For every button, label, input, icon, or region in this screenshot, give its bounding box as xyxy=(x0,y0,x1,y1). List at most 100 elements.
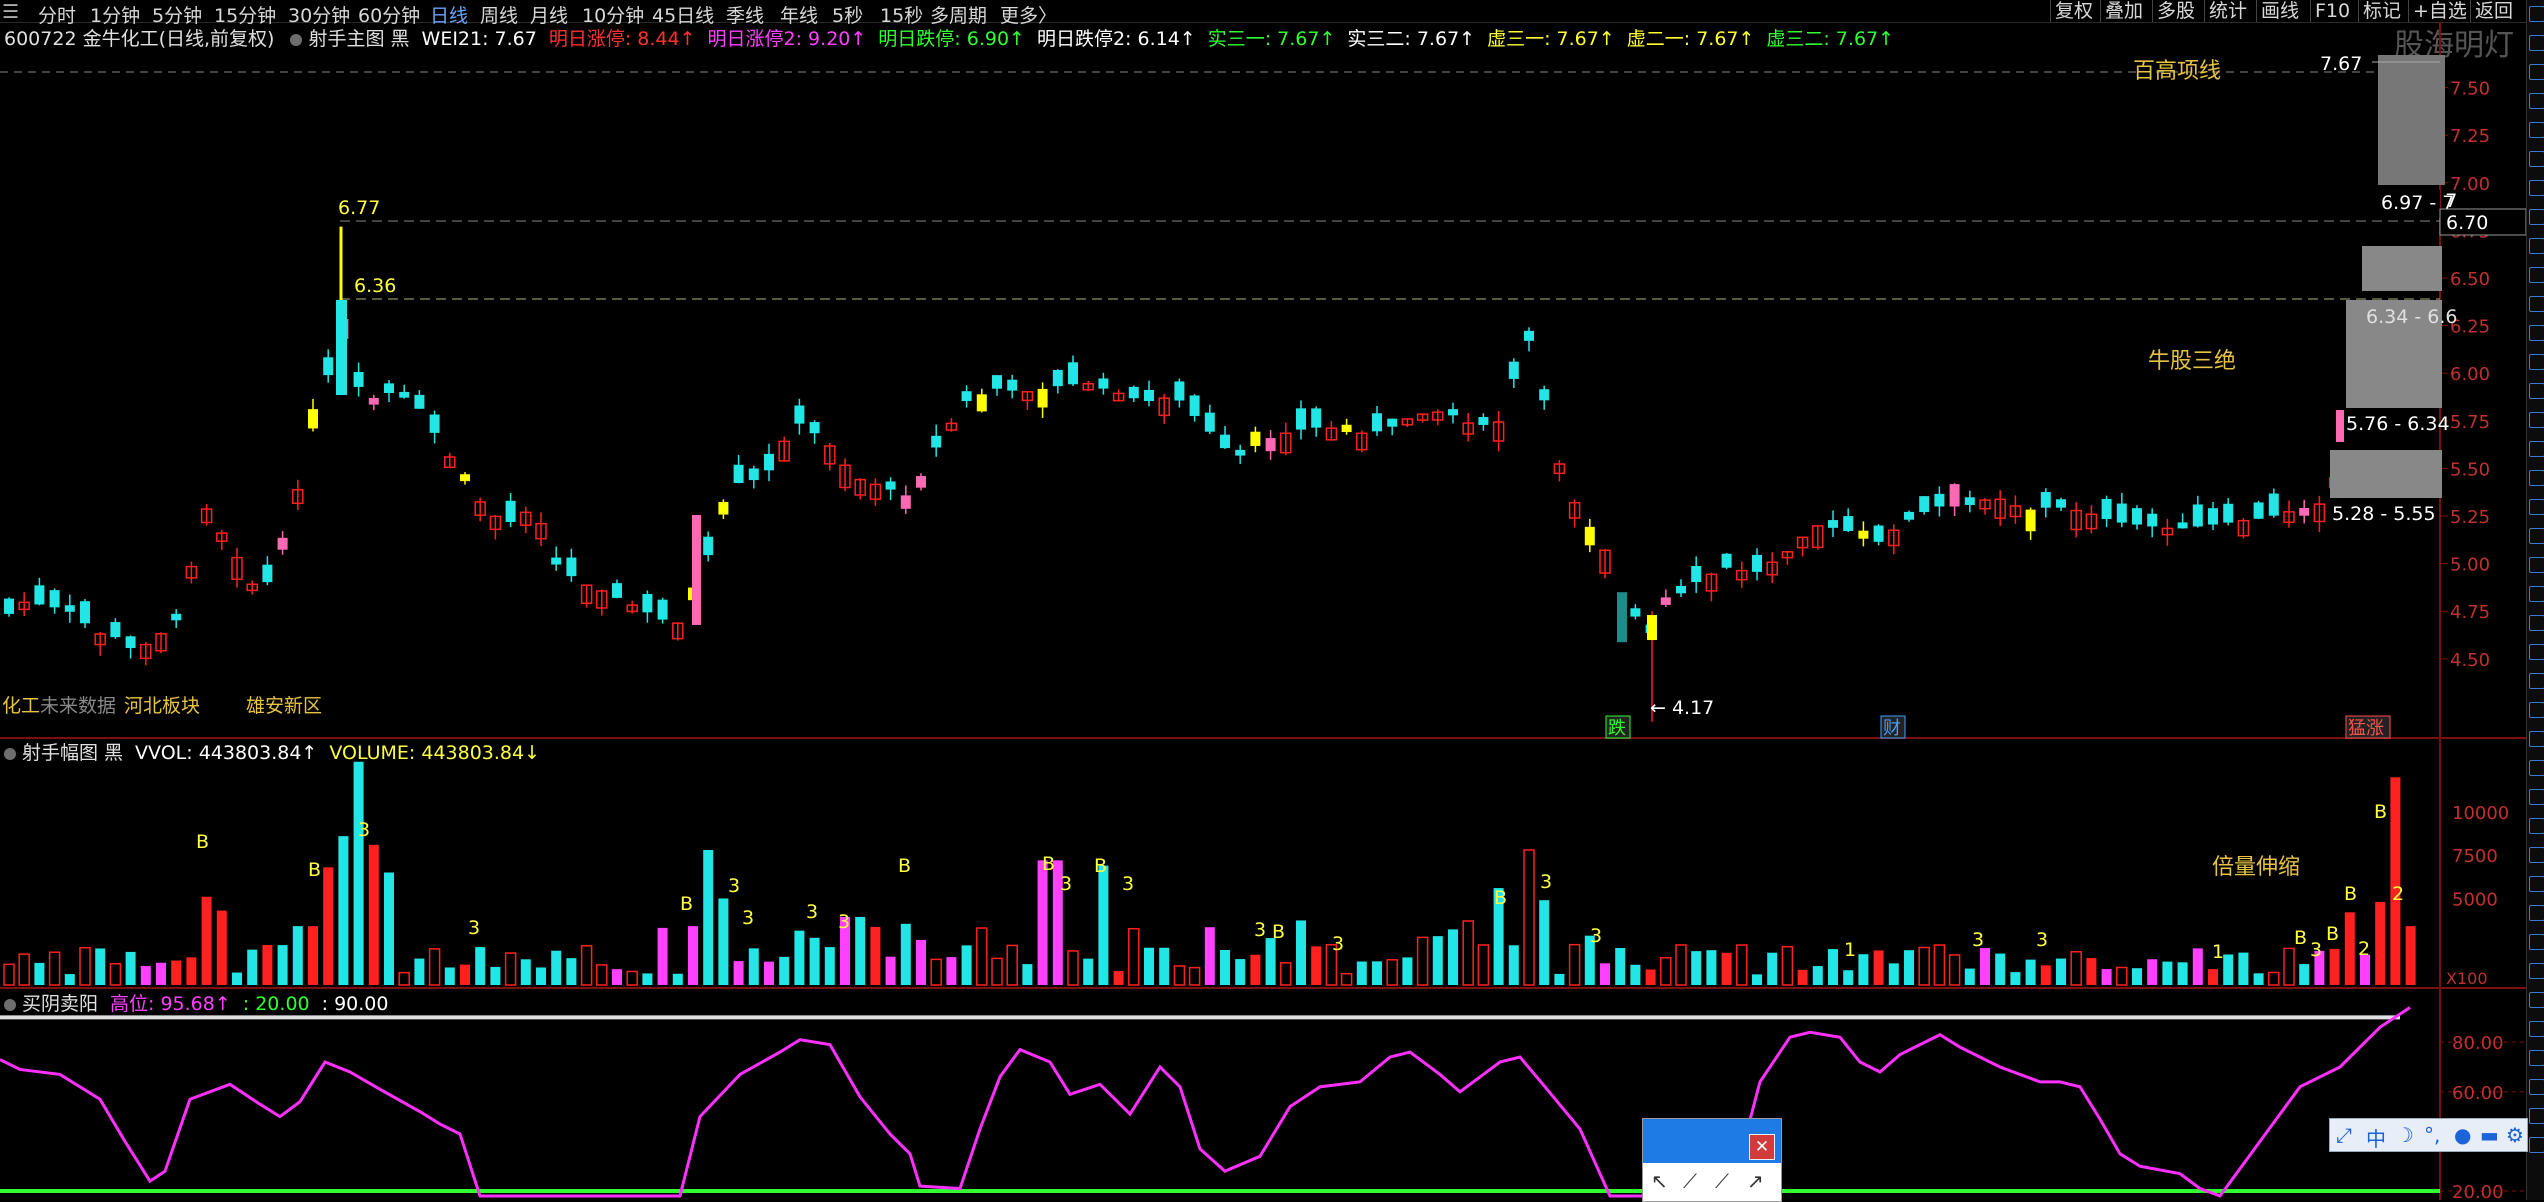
side-tool-icon[interactable] xyxy=(2529,209,2544,225)
side-tool-icon[interactable] xyxy=(2529,615,2544,631)
close-icon[interactable]: ✕ xyxy=(1749,1134,1775,1160)
period-tab[interactable]: 30分钟 xyxy=(288,5,351,27)
period-tab[interactable]: 日线 xyxy=(430,5,469,27)
candle-body xyxy=(854,478,866,496)
side-tool-icon[interactable] xyxy=(2529,818,2544,834)
period-tab[interactable]: 60分钟 xyxy=(358,5,421,27)
line-tool-icon[interactable]: ⟋ xyxy=(1683,1169,1697,1193)
toolbar-button[interactable]: 叠加 xyxy=(2100,0,2147,22)
period-tab[interactable]: 15分钟 xyxy=(214,5,277,27)
side-tool-icon[interactable] xyxy=(2529,731,2544,747)
settings-icon[interactable] xyxy=(290,28,308,50)
side-tool-icon[interactable] xyxy=(2529,238,2544,254)
side-tool-icon[interactable] xyxy=(2529,528,2544,544)
osc-settings-icon[interactable] xyxy=(4,993,22,1015)
side-tool-icon[interactable] xyxy=(2529,673,2544,689)
volume-settings-icon[interactable] xyxy=(4,742,22,764)
ray-tool-icon[interactable]: ↗ xyxy=(1747,1169,1764,1193)
segment-tool-icon[interactable]: ⟋ xyxy=(1715,1169,1729,1193)
side-tool-icon[interactable] xyxy=(2529,760,2544,776)
side-tool-icon[interactable] xyxy=(2529,354,2544,370)
volume-signal-label: 1 xyxy=(2212,941,2224,963)
toolbar-button[interactable]: F10 xyxy=(2310,0,2354,22)
header-value: 虚三一: 7.67↑ xyxy=(1487,28,1615,50)
volume-title[interactable]: 射手幅图 黑 xyxy=(22,742,124,764)
side-tool-icon[interactable] xyxy=(2529,296,2544,312)
side-tool-icon[interactable] xyxy=(2529,180,2544,196)
cursor-icon[interactable]: ↖ xyxy=(1651,1169,1668,1193)
side-tool-icon[interactable] xyxy=(2529,1050,2544,1066)
moon-icon[interactable]: ☽ xyxy=(2396,1123,2414,1147)
volume-bar xyxy=(1006,944,1018,986)
volume-bar xyxy=(1432,936,1443,985)
side-tool-icon[interactable] xyxy=(2529,963,2544,979)
toolbar-button[interactable]: 复权 xyxy=(2050,0,2097,22)
side-tool-icon[interactable] xyxy=(2529,1137,2544,1153)
side-tool-icon[interactable] xyxy=(2529,876,2544,892)
expand-icon[interactable]: ⤢ xyxy=(2336,1123,2352,1147)
side-tool-icon[interactable] xyxy=(2529,499,2544,515)
side-tool-icon[interactable] xyxy=(2529,441,2544,457)
volume-bar xyxy=(1948,954,1961,986)
toolbar-button[interactable]: +自选 xyxy=(2408,0,2471,22)
side-tool-icon[interactable] xyxy=(2529,267,2544,283)
period-tab[interactable]: 45日线 xyxy=(652,5,715,27)
side-tool-icon[interactable] xyxy=(2529,35,2544,51)
side-tool-icon[interactable] xyxy=(2529,1079,2544,1095)
period-tab[interactable]: 更多〉 xyxy=(1000,5,1058,27)
side-tool-icon[interactable] xyxy=(2529,122,2544,138)
volume-bar xyxy=(626,970,638,986)
period-tab[interactable]: 分时 xyxy=(38,5,77,27)
toolbar-button[interactable]: 标记 xyxy=(2358,0,2405,22)
side-tool-icon[interactable] xyxy=(2529,789,2544,805)
side-tool-icon[interactable] xyxy=(2529,412,2544,428)
side-tool-icon[interactable] xyxy=(2529,992,2544,1008)
skin-icon[interactable]: ▬ xyxy=(2480,1123,2499,1147)
volume-bar xyxy=(748,948,759,985)
side-tool-icon[interactable] xyxy=(2529,1021,2544,1037)
side-tool-icon[interactable] xyxy=(2529,934,2544,950)
ime-mode[interactable]: 中 xyxy=(2366,1127,2386,1151)
side-tool-icon[interactable] xyxy=(2529,847,2544,863)
osc-title[interactable]: 买阴卖阳 xyxy=(22,993,99,1015)
period-tab[interactable]: 15秒 xyxy=(880,5,924,27)
volume-bar xyxy=(2329,948,2340,985)
side-tool-icon[interactable] xyxy=(2529,325,2544,341)
toolbar-button[interactable]: 统计 xyxy=(2204,0,2251,22)
period-tab[interactable]: 年线 xyxy=(780,5,819,27)
side-tool-icon[interactable] xyxy=(2529,557,2544,573)
side-tool-icon[interactable] xyxy=(2529,702,2544,718)
toolbar-button[interactable]: 返回 xyxy=(2470,0,2517,22)
menu-icon[interactable]: ☰ xyxy=(2,1,20,23)
period-tab[interactable]: 周线 xyxy=(480,5,519,27)
side-tool-icon[interactable] xyxy=(2529,151,2544,167)
period-tab[interactable]: 1分钟 xyxy=(90,5,141,27)
candle-body xyxy=(657,599,668,620)
punct-icon[interactable]: °, xyxy=(2424,1123,2441,1147)
toolbar-button[interactable]: 画线 xyxy=(2256,0,2303,22)
period-tab[interactable]: 季线 xyxy=(726,5,765,27)
user-icon[interactable]: ● xyxy=(2454,1123,2472,1147)
side-tool-icon[interactable] xyxy=(2529,383,2544,399)
gear-icon[interactable]: ⚙ xyxy=(2506,1123,2524,1147)
side-tool-icon[interactable] xyxy=(2529,905,2544,921)
volume-bar xyxy=(2405,926,2416,985)
volume-bar xyxy=(1873,950,1884,985)
side-tool-icon[interactable] xyxy=(2529,64,2544,80)
toolbar-button[interactable]: 多股 xyxy=(2152,0,2199,22)
period-tab[interactable]: 5分钟 xyxy=(152,5,203,27)
side-tool-icon[interactable] xyxy=(2529,93,2544,109)
side-tool-icon[interactable] xyxy=(2529,586,2544,602)
side-tool-icon[interactable] xyxy=(2529,470,2544,486)
period-tab[interactable]: 月线 xyxy=(530,5,569,27)
indicator-name[interactable]: 射手主图 黑 xyxy=(308,28,410,50)
candle-body xyxy=(824,445,836,465)
ime-toolbar[interactable]: ⤢ 中 ☽ °, ● ▬ ⚙ xyxy=(2329,1118,2528,1152)
period-tab[interactable]: 10分钟 xyxy=(582,5,645,27)
side-tool-icon[interactable] xyxy=(2529,6,2544,22)
period-tab[interactable]: 多周期 xyxy=(930,5,988,27)
period-tab[interactable]: 5秒 xyxy=(832,5,864,27)
side-tool-icon[interactable] xyxy=(2529,644,2544,660)
side-tool-icon[interactable] xyxy=(2529,1108,2544,1124)
